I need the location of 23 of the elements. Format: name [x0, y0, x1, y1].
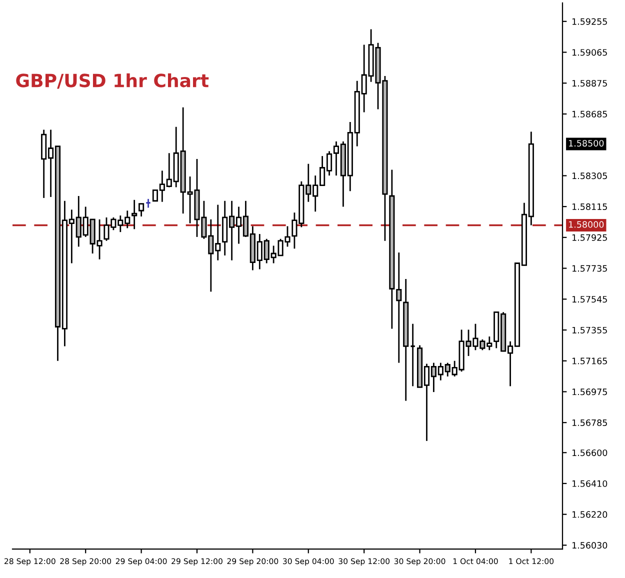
y-tick-label: 1.56030 — [572, 542, 608, 549]
y-tick-label: 1.58305 — [572, 172, 607, 180]
y-tick-label: 1.57165 — [572, 358, 607, 364]
candlestick — [138, 203, 144, 218]
y-tick-label: 1.56785 — [572, 419, 607, 426]
y-tick-label: 1.57925 — [572, 234, 607, 241]
y-tick-label: 1.57545 — [572, 296, 607, 303]
text: 1.58500 — [569, 140, 604, 147]
y-tick-label: 1.58115 — [572, 203, 607, 210]
candlestick — [410, 323, 416, 387]
y-tick-label: 1.57355 — [572, 326, 607, 334]
y-tick-label: 1.58875 — [572, 80, 607, 87]
y-tick-label: 1.56220 — [572, 511, 608, 518]
y-tick-label: 1.59065 — [572, 49, 607, 56]
y-tick-label: 1.56975 — [572, 388, 607, 396]
candlestick — [132, 199, 138, 230]
y-tick-label: 1.57735 — [572, 265, 607, 272]
y-tick-label: 1.56600 — [572, 449, 608, 456]
y-tick-label: 1.58685 — [572, 110, 607, 118]
text: GBP/USD 1hr Chart — [16, 73, 209, 89]
y-tick-label: 1.59255 — [572, 18, 607, 25]
ref-line-label: 1.58000 — [569, 221, 604, 228]
y-tick-label: 1.56410 — [572, 480, 608, 487]
